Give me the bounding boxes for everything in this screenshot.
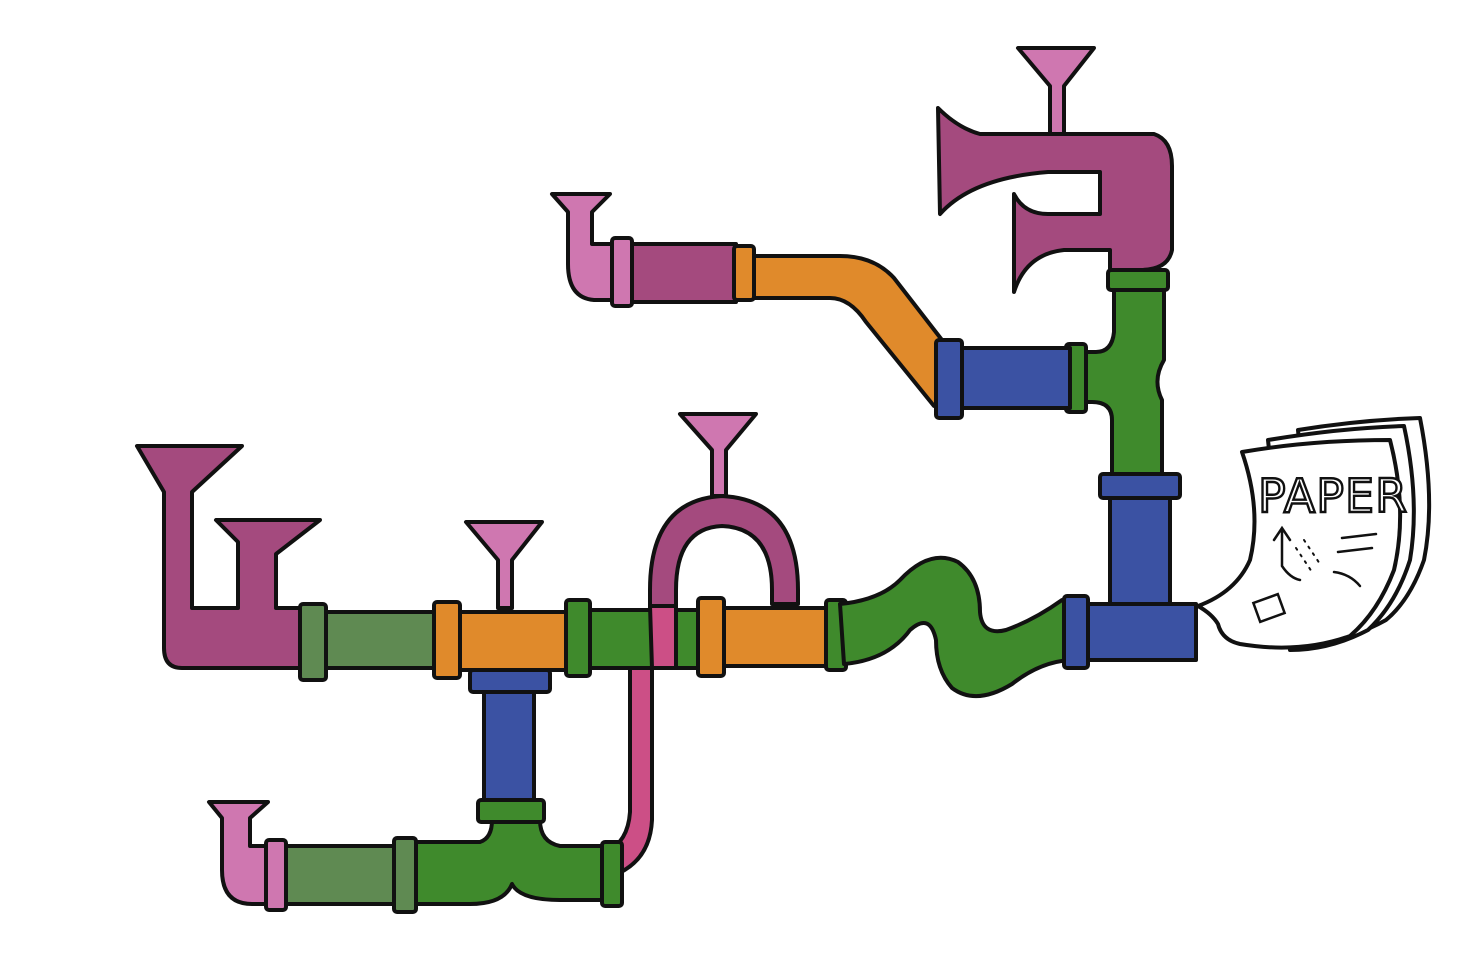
coupler: [1106, 268, 1170, 292]
coupler: [476, 798, 546, 824]
upper-orange-pipe: [744, 254, 944, 408]
coupler: [610, 236, 634, 308]
funnel-icon: [464, 520, 544, 610]
left-horn-cluster: [135, 444, 322, 670]
bottom-left-horn: [207, 800, 280, 906]
main-sage-pipe: [316, 610, 444, 670]
bottom-green-y-pipe: [408, 818, 614, 906]
coupler: [732, 244, 756, 302]
magenta-crossover: [648, 604, 678, 670]
upper-blue-pipe: [954, 346, 1072, 410]
main-orange-pipe-1: [442, 610, 572, 672]
coupler: [934, 338, 964, 420]
main-green-pipe: [582, 608, 704, 670]
arch-pipe: [648, 494, 800, 614]
bottom-sage-pipe: [276, 844, 408, 906]
coupler: [1062, 594, 1090, 670]
coupler: [564, 598, 592, 678]
bottom-blue-riser: [482, 682, 536, 806]
funnel-icon: [1016, 46, 1096, 136]
coupler: [468, 668, 552, 694]
coupler: [432, 600, 462, 680]
coupler: [392, 836, 418, 914]
main-orange-pipe-2: [714, 606, 834, 668]
coupler: [1098, 472, 1182, 500]
coupler: [264, 838, 288, 912]
right-blue-horizontal: [1078, 602, 1198, 662]
right-green-t-pipe: [1080, 280, 1166, 476]
coupler: [298, 602, 328, 682]
paper-title: PAPER: [1258, 469, 1408, 523]
upper-purple-pipe: [626, 242, 738, 304]
coupler: [600, 840, 624, 908]
paper-icon: PAPER: [1196, 416, 1432, 652]
top-right-horn-cluster: [936, 106, 1174, 294]
funnel-icon: [678, 412, 758, 498]
right-blue-riser: [1108, 490, 1172, 606]
wavy-green-pipe: [838, 555, 1072, 699]
upper-left-horn: [550, 192, 614, 302]
coupler: [696, 596, 726, 678]
